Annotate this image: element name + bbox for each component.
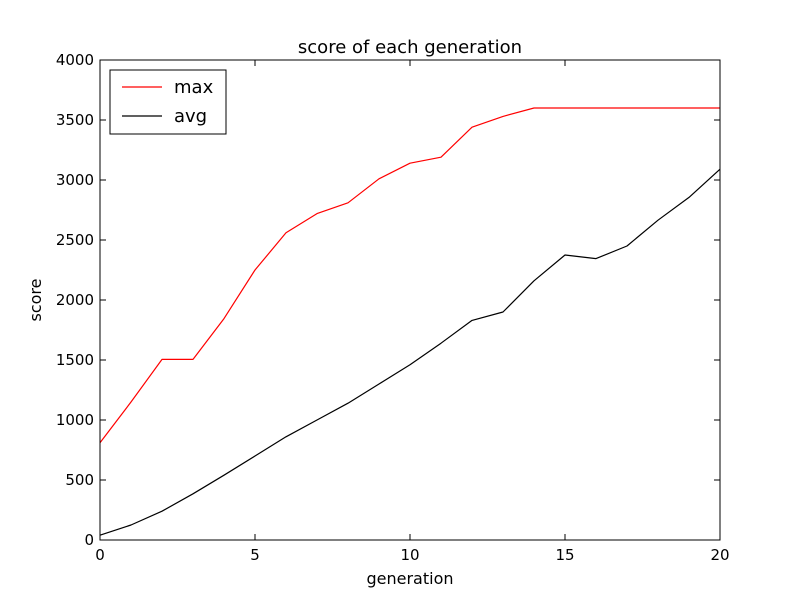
legend: max avg [109, 69, 227, 135]
x-tick-label: 15 [555, 546, 574, 564]
series-line-avg [99, 168, 721, 536]
x-axis-label: generation [366, 569, 453, 588]
y-tick-label: 2500 [56, 231, 94, 249]
x-tick-label: 0 [95, 546, 105, 564]
x-tick-label: 5 [250, 546, 260, 564]
y-tick-label: 500 [65, 471, 94, 489]
plot-frame [99, 59, 721, 541]
y-tick-label: 3500 [56, 111, 94, 129]
tick-layer: 0 5 10 15 20 0 500 1000 1500 2000 2500 3000 3500 4000 [56, 51, 730, 564]
y-tick-label: 3000 [56, 171, 94, 189]
legend-box [109, 69, 227, 135]
y-tick-label: 1000 [56, 411, 94, 429]
y-axis-label: score [26, 279, 45, 322]
y-tick-label: 1500 [56, 351, 94, 369]
y-tick-label: 2000 [56, 291, 94, 309]
x-tick-label: 10 [400, 546, 419, 564]
series-layer [99, 107, 721, 536]
y-tick-label: 0 [84, 531, 94, 549]
legend-label-avg: avg [174, 106, 207, 127]
chart-title: score of each generation [298, 37, 522, 58]
x-tick-label: 20 [710, 546, 729, 564]
y-tick-label: 4000 [56, 51, 94, 69]
legend-label-max: max [174, 77, 214, 98]
series-line-max [99, 107, 720, 444]
